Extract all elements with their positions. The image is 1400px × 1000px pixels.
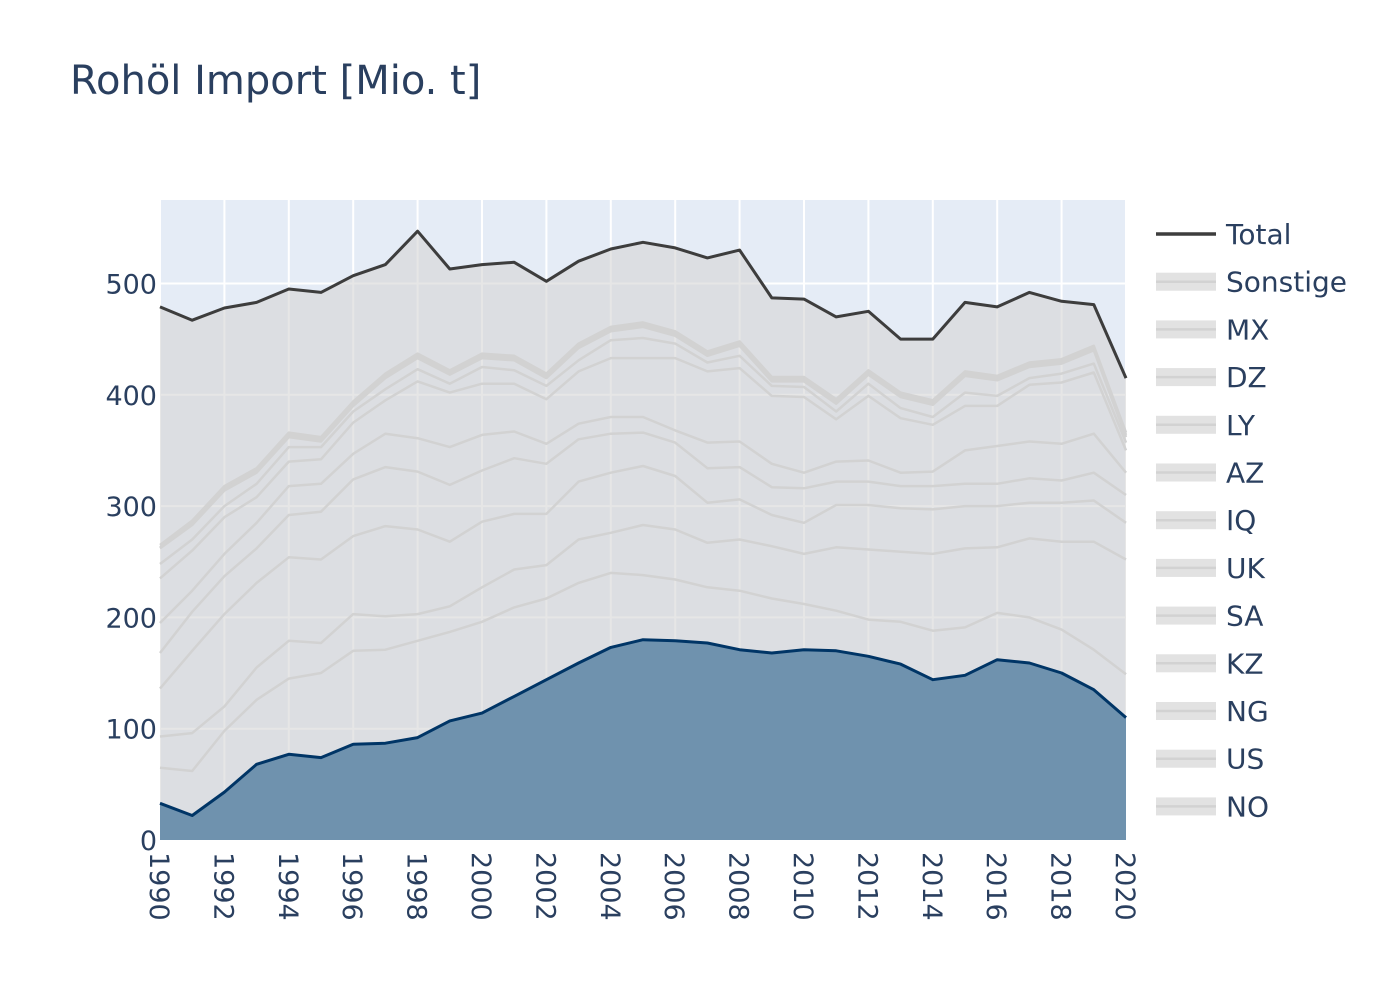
y-tick-label: 0 xyxy=(140,826,157,857)
legend-label: NO xyxy=(1226,790,1269,823)
x-tick-label: 2008 xyxy=(723,852,754,921)
area-us xyxy=(160,572,1126,816)
series-lines xyxy=(159,229,1128,817)
area-no xyxy=(160,639,1126,840)
series-line-total xyxy=(159,229,1128,379)
x-tick-label: 1994 xyxy=(272,852,303,921)
legend-item-sonstige[interactable]: Sonstige xyxy=(1156,266,1347,299)
legend-label: KZ xyxy=(1226,647,1264,680)
y-tick-label: 300 xyxy=(105,492,157,523)
x-tick-label: 2012 xyxy=(851,852,882,921)
legend-label: MX xyxy=(1226,313,1269,346)
legend[interactable]: Total Sonstige MX DZ LY AZ IQ UK SA KZ NG US NO xyxy=(1156,218,1347,823)
series-line-dz xyxy=(159,323,1128,549)
y-tick-label: 100 xyxy=(105,715,157,746)
x-tick-label: 2014 xyxy=(916,852,947,921)
legend-label: DZ xyxy=(1226,361,1267,394)
legend-label: NG xyxy=(1226,695,1269,728)
legend-label: UK xyxy=(1226,552,1265,585)
legend-label: Sonstige xyxy=(1226,266,1347,299)
series-line-uk xyxy=(159,415,1127,624)
legend-label: IQ xyxy=(1226,504,1256,537)
x-tick-label: 2016 xyxy=(980,852,1011,921)
series-line-kz xyxy=(159,464,1127,690)
chart-title: Rohöl Import [Mio. t] xyxy=(70,58,482,104)
x-tick-label: 2006 xyxy=(658,852,689,921)
area-kz xyxy=(160,466,1126,737)
legend-label: LY xyxy=(1226,409,1256,442)
x-tick-label: 1990 xyxy=(143,852,174,921)
x-tick-label: 2020 xyxy=(1109,852,1140,921)
x-tick-label: 2004 xyxy=(594,852,625,921)
series-line-no xyxy=(159,638,1127,817)
y-tick-label: 400 xyxy=(105,381,157,412)
area-sa xyxy=(160,432,1126,689)
x-tick-label: 1992 xyxy=(207,852,238,921)
x-tick-label: 1996 xyxy=(336,852,367,921)
legend-item-iq[interactable]: IQ xyxy=(1156,504,1256,537)
series-line-ly xyxy=(159,325,1128,550)
legend-label: SA xyxy=(1226,600,1263,633)
axes: 0 100 200 300 400 500 1990 1992 1994 1996 1998 2000… xyxy=(105,269,1140,920)
legend-label: Total xyxy=(1225,218,1291,251)
x-tick-label: 2010 xyxy=(787,852,818,921)
legend-item-mx[interactable]: MX xyxy=(1156,313,1269,346)
series-line-us xyxy=(159,571,1127,773)
legend-item-sa[interactable]: SA xyxy=(1156,600,1263,633)
series-line-sa xyxy=(159,431,1127,654)
area-az xyxy=(160,338,1126,579)
area-uk xyxy=(160,417,1126,653)
stacked-areas xyxy=(160,231,1126,840)
series-line-ng xyxy=(159,523,1127,738)
legend-item-kz[interactable]: KZ xyxy=(1156,647,1264,680)
area-ng xyxy=(160,525,1126,771)
series-line-mx xyxy=(159,321,1128,546)
y-tick-label: 200 xyxy=(105,603,157,634)
legend-item-uk[interactable]: UK xyxy=(1156,552,1265,585)
series-line-az xyxy=(159,336,1128,565)
legend-item-dz[interactable]: DZ xyxy=(1156,361,1267,394)
legend-item-ng[interactable]: NG xyxy=(1156,695,1269,728)
y-tick-label: 500 xyxy=(105,269,157,300)
legend-item-ly[interactable]: LY xyxy=(1156,409,1256,442)
x-tick-label: 1998 xyxy=(401,852,432,921)
x-tick-label: 2000 xyxy=(465,852,496,921)
legend-item-az[interactable]: AZ xyxy=(1156,457,1264,490)
legend-item-total[interactable]: Total xyxy=(1156,218,1291,251)
series-line-iq xyxy=(159,356,1128,580)
area-iq xyxy=(160,358,1126,623)
legend-label: US xyxy=(1226,743,1264,776)
x-tick-label: 2018 xyxy=(1045,852,1076,921)
area-sonstige xyxy=(160,231,1126,545)
legend-item-us[interactable]: US xyxy=(1156,743,1264,776)
legend-item-no[interactable]: NO xyxy=(1156,790,1269,823)
legend-label: AZ xyxy=(1226,457,1264,490)
x-tick-label: 2002 xyxy=(529,852,560,921)
